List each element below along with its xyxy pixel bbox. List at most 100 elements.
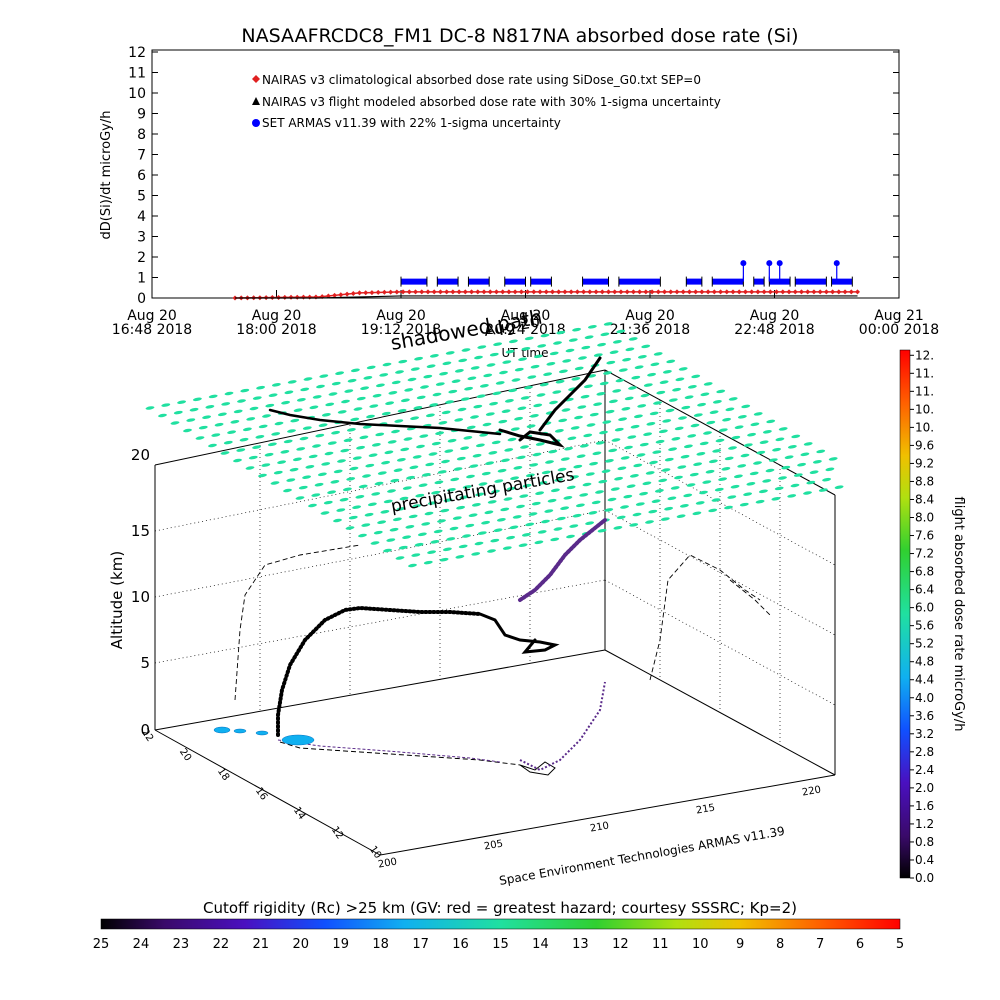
armas-spike-point (740, 260, 747, 267)
mesh-dash (299, 436, 309, 441)
colorbar-label: flight absorbed dose rate microGy/h (951, 497, 966, 732)
mesh-dash (575, 503, 585, 508)
mesh-dash (452, 516, 462, 520)
colorbar-tick-label: 8.0 (915, 511, 934, 525)
point-nairas-clim (394, 289, 400, 295)
mesh-dash (635, 502, 645, 506)
mesh-dash (686, 483, 696, 487)
mesh-dash (261, 463, 271, 467)
mesh-dash (781, 465, 791, 470)
point-nairas-clim (730, 289, 736, 295)
mesh-dash (616, 515, 626, 520)
mesh-dash (597, 528, 607, 533)
mesh-dash (615, 378, 625, 383)
mesh-dash (587, 325, 597, 329)
mesh-dash (325, 402, 335, 407)
longitude-tick-labels: 200 205 210 215 220 (377, 784, 822, 870)
mesh-dash (349, 466, 359, 471)
mesh-dash (504, 448, 514, 452)
colorbar-tick-label: 2.8 (915, 745, 934, 759)
mesh-dash (611, 438, 621, 442)
point-nairas-clim (618, 289, 624, 295)
mesh-dash (557, 467, 567, 472)
mesh-dash (402, 486, 412, 490)
x-tick-day: Aug 20 (501, 308, 551, 324)
mesh-dash (588, 511, 598, 515)
point-nairas-clim (724, 289, 730, 295)
mesh-dash (705, 469, 715, 474)
mesh-dash (472, 453, 482, 458)
point-nairas-clim (500, 289, 506, 295)
mesh-dash (628, 337, 638, 341)
legend-marker-circle-icon (252, 119, 260, 127)
mesh-dash (724, 505, 733, 510)
mesh-dash (455, 555, 465, 559)
mesh-dash (327, 490, 337, 494)
mesh-dash (661, 468, 671, 472)
mesh-dash (728, 446, 737, 450)
mesh-dash (554, 429, 564, 433)
y-tick-label: 4 (137, 209, 146, 225)
mesh-dash (746, 482, 756, 486)
mesh-dash (485, 461, 495, 465)
mesh-dash (323, 500, 333, 505)
colorbar-tick-label: 8.8 (915, 474, 934, 488)
mesh-dash (362, 474, 371, 478)
mesh-dash (220, 451, 230, 455)
mesh-dash (592, 451, 602, 456)
mesh-dash (327, 441, 337, 445)
mesh-dash (290, 418, 300, 423)
mesh-dash (458, 544, 468, 549)
point-nairas-clim (469, 289, 475, 295)
mesh-dash (414, 542, 424, 547)
mesh-dash (585, 521, 595, 525)
mesh-dash (271, 432, 281, 436)
point-nairas-clim (805, 289, 811, 295)
point-nairas-clim (755, 289, 761, 295)
mesh-dash (680, 454, 690, 459)
mesh-dash (283, 439, 293, 444)
mesh-dash (825, 467, 835, 472)
mesh-dash (521, 533, 531, 537)
mesh-dash (423, 560, 433, 565)
mesh-dash (607, 497, 617, 502)
mesh-dash (768, 458, 778, 462)
point-nairas-clim (431, 289, 437, 295)
mesh-dash (398, 545, 408, 550)
mesh-dash (460, 397, 470, 401)
mesh-dash (511, 378, 521, 382)
x-tick-time: 18:00 2018 (236, 322, 316, 338)
bottom-colorbar-tick-label: 9 (736, 937, 744, 952)
point-nairas-clim (294, 294, 300, 300)
mesh-dash (518, 543, 528, 547)
mesh-dash (318, 423, 328, 427)
mesh-dash (439, 371, 449, 376)
mesh-dash (462, 534, 471, 538)
mesh-dash (708, 508, 718, 513)
mesh-dash (258, 473, 267, 478)
mesh-dash (450, 477, 460, 482)
mesh-dash (541, 519, 550, 524)
mesh-dash (483, 373, 493, 378)
mesh-dash (793, 473, 803, 477)
mesh-dash (485, 412, 495, 416)
mesh-dash (544, 509, 554, 513)
mesh-dash (399, 496, 409, 501)
mesh-dash (339, 497, 349, 502)
mesh-dash (695, 501, 705, 505)
mesh-dash (287, 380, 297, 384)
point-nairas-clim (693, 289, 699, 295)
mesh-dash (565, 348, 575, 353)
mesh-dash (408, 563, 417, 568)
mesh-dash (737, 464, 747, 468)
mesh-dash (650, 362, 660, 367)
point-nairas-clim (637, 289, 643, 295)
mesh-dash (189, 407, 199, 412)
mesh-dash (445, 351, 455, 355)
mesh-dash (413, 406, 423, 410)
x-tick-day: Aug 20 (127, 308, 177, 324)
mesh-dash (454, 369, 464, 373)
mesh-dash (387, 440, 397, 444)
mesh-dash (242, 427, 252, 432)
mesh-dash (562, 359, 572, 363)
